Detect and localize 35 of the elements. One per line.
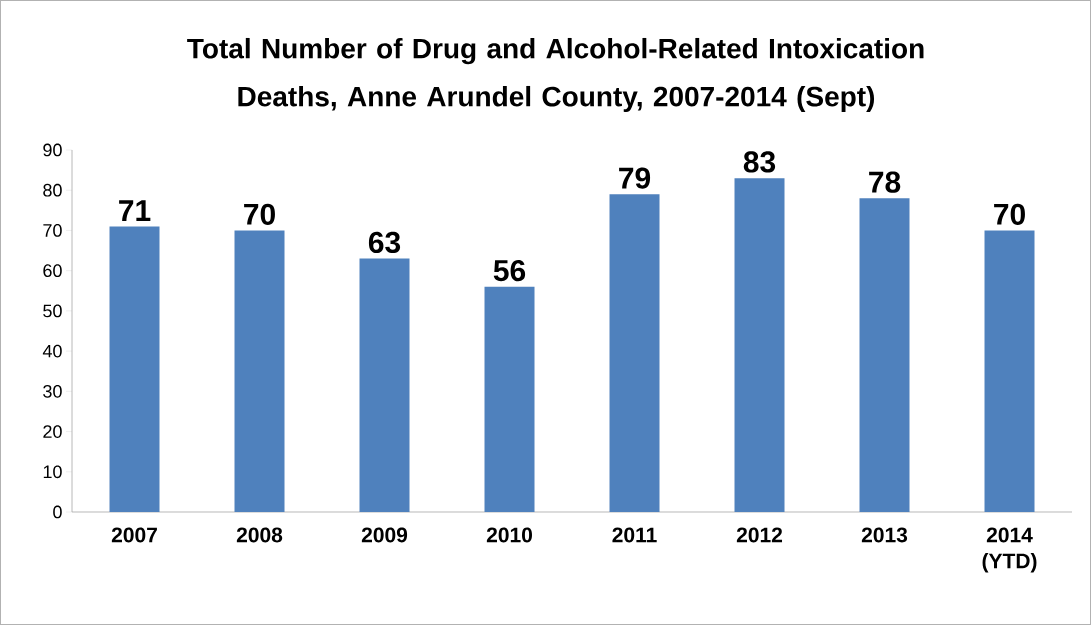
data-label: 56	[493, 259, 526, 282]
x-tick-label: 2011	[612, 527, 657, 543]
y-tick-label: 40	[42, 344, 62, 358]
x-tick-label: 2009	[361, 527, 408, 543]
y-tick-label: 50	[43, 304, 62, 318]
data-label: 63	[368, 231, 401, 254]
y-tick-label: 0	[53, 505, 62, 519]
y-tick-label: 10	[43, 465, 62, 479]
x-tick-label: 2007	[111, 527, 157, 543]
bar	[484, 286, 535, 512]
data-label: 71	[119, 200, 151, 221]
data-label: 79	[619, 167, 651, 189]
y-tick-label: 20	[43, 425, 62, 438]
x-tick-label: 2013	[861, 527, 908, 543]
data-label: 70	[244, 203, 275, 225]
bar	[609, 194, 660, 512]
y-tick-label: 90	[43, 143, 62, 157]
bar	[859, 198, 910, 512]
data-label: 83	[743, 151, 776, 173]
data-label: 78	[869, 171, 901, 193]
bar	[109, 226, 160, 512]
x-tick-label: 2012	[736, 527, 783, 543]
y-tick-label: 30	[43, 384, 62, 398]
data-label: 70	[994, 203, 1025, 225]
y-tick-label: 80	[43, 183, 62, 197]
bar	[984, 230, 1035, 512]
x-tick-label: 2010	[486, 527, 532, 543]
bar	[359, 258, 410, 512]
bar	[734, 178, 785, 512]
y-tick-label: 60	[43, 264, 62, 278]
y-tick-label: 70	[43, 224, 62, 237]
chart-title: Total Number of Drug and Alcohol-Related Intoxication Deaths, Anne Arundel County, 2007-2014 (Sept)	[187, 37, 924, 113]
bar	[234, 230, 285, 512]
x-tick-label: 2014 (YTD)	[982, 527, 1037, 573]
x-tick-label: 2008	[236, 527, 283, 543]
